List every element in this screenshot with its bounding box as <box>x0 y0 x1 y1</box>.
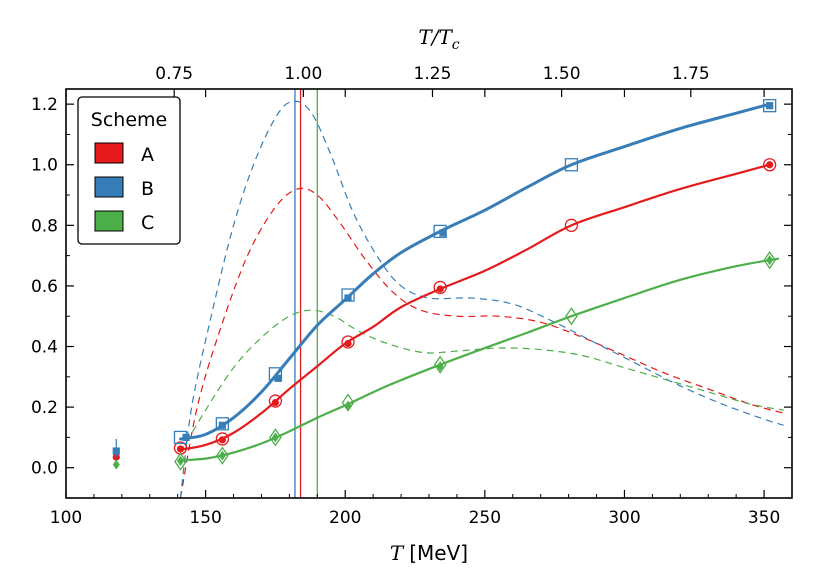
open-point-b <box>433 224 447 239</box>
open-point-b <box>215 417 230 431</box>
open-point-c <box>174 452 187 471</box>
filled-point-c <box>766 255 774 266</box>
open-point-b <box>341 288 355 302</box>
filled-point-c <box>271 432 279 443</box>
open-point-c <box>433 355 447 374</box>
filled-point-c <box>218 450 226 461</box>
legend-swatch-c <box>94 210 124 232</box>
open-point-c <box>565 307 578 326</box>
legend: Scheme A B C <box>77 96 181 245</box>
top-tick-label: 1.75 <box>672 64 710 84</box>
fit-curve-a <box>179 163 771 451</box>
y-tick-label: 1.0 <box>31 156 58 176</box>
filled-point-b <box>218 421 226 429</box>
dashed-curve-a <box>179 187 784 498</box>
filled-point-c <box>176 456 184 467</box>
legend-label-b: B <box>141 178 154 200</box>
dashed-curve-c <box>179 309 784 453</box>
open-point-c <box>269 428 282 447</box>
legend-label-c: C <box>141 212 154 234</box>
filled-point-a <box>218 436 226 444</box>
plot-data-layer <box>112 89 784 498</box>
y-tick-label: 1.2 <box>31 95 58 115</box>
legend-label-a: A <box>141 144 154 166</box>
open-point-c <box>341 393 355 412</box>
y-tick-label: 0.8 <box>31 216 58 236</box>
fit-curve-b <box>178 102 772 441</box>
open-point-b <box>268 367 283 381</box>
top-tick-label: 1.00 <box>284 64 322 84</box>
x-tick-label: 150 <box>189 508 221 528</box>
x-tick-label: 250 <box>469 508 501 528</box>
y-tick-label: 0.6 <box>31 277 58 297</box>
dashed-curve-b <box>179 100 784 498</box>
filled-point-a <box>344 339 352 348</box>
filled-point-a <box>766 161 774 169</box>
filled-point-b <box>766 102 774 110</box>
x-tick-label: 300 <box>608 508 640 528</box>
open-point-a <box>763 158 777 172</box>
top-tick-label: 1.50 <box>543 64 581 84</box>
filled-point-c <box>436 361 444 372</box>
top-tick-label: 1.25 <box>414 64 452 84</box>
filled-point-c <box>112 459 120 470</box>
y-tick-label: 0.0 <box>31 459 58 479</box>
filled-point-a <box>271 398 280 407</box>
open-point-b <box>763 99 777 113</box>
axes-layer: 100 150 200 250 300 350 0.0 0.2 0.4 0.6 0.8 1.0 1.2 0… <box>31 64 793 528</box>
open-point-a <box>215 432 230 446</box>
fit-curve-c <box>179 257 780 462</box>
open-point-a <box>564 218 579 232</box>
legend-title: Scheme <box>91 109 167 131</box>
x-axis-title: T [MeV] <box>390 541 468 565</box>
open-point-c <box>763 251 776 270</box>
open-point-a <box>341 335 355 349</box>
open-point-b <box>564 158 579 172</box>
x-tick-label: 200 <box>329 508 361 528</box>
legend-swatch-a <box>94 142 124 164</box>
open-point-a <box>433 280 447 295</box>
x-tick-label: 100 <box>50 508 82 528</box>
filled-point-b <box>344 294 352 302</box>
x-tick-label: 350 <box>748 508 780 528</box>
filled-point-b <box>274 374 282 382</box>
top-axis-title: T/Tc <box>418 25 459 53</box>
legend-box <box>77 96 181 245</box>
y-tick-label: 0.4 <box>31 338 58 358</box>
filled-point-a <box>436 285 444 293</box>
open-point-c <box>216 446 229 465</box>
y-tick-label: 0.2 <box>31 398 58 418</box>
filled-point-a <box>176 445 185 453</box>
filled-point-b <box>439 229 447 237</box>
legend-swatch-b <box>94 176 124 198</box>
open-point-a <box>268 394 283 408</box>
open-point-b <box>173 430 188 445</box>
top-tick-label: 0.75 <box>155 64 193 84</box>
